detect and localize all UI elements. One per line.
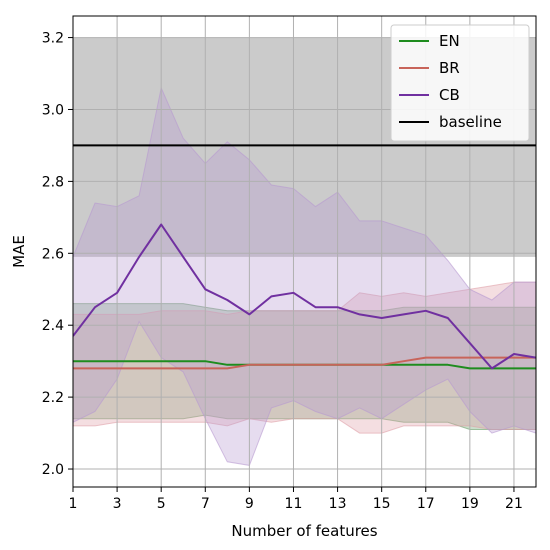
x-tick-label: 9 [245, 496, 254, 512]
band-en [73, 303, 536, 430]
legend-label-br: BR [439, 59, 460, 77]
y-axis-label: MAE [10, 235, 28, 268]
x-tick-label: 15 [373, 496, 391, 512]
y-tick-label: 2.8 [42, 174, 64, 190]
legend: EN BR CB baseline [390, 24, 530, 142]
legend-label-en: EN [439, 32, 460, 50]
x-tick-label: 21 [505, 496, 523, 512]
axis-ticks: 1 3 5 7 9 11 13 15 17 19 212.02.22.42.62.83.03.2 [42, 31, 523, 512]
series-lines [73, 144, 536, 370]
y-tick-label: 2.0 [42, 462, 64, 478]
x-tick-label: 19 [461, 496, 479, 512]
band-cb [73, 86, 536, 466]
x-tick-label: 13 [329, 496, 347, 512]
x-tick-label: 7 [201, 496, 210, 512]
x-axis-label: Number of features [231, 522, 377, 540]
x-tick-label: 5 [157, 496, 166, 512]
legend-box [390, 24, 530, 142]
y-tick-label: 2.4 [42, 318, 64, 334]
y-tick-label: 3.2 [42, 31, 64, 47]
band-br [73, 281, 536, 434]
x-tick-label: 1 [69, 496, 78, 512]
x-tick-label: 11 [285, 496, 303, 512]
x-tick-label: 17 [417, 496, 435, 512]
line-cb [73, 223, 536, 370]
plot-frame [72, 15, 537, 488]
y-tick-label: 2.2 [42, 390, 64, 406]
line-br [73, 356, 536, 370]
x-tick-label: 3 [113, 496, 122, 512]
legend-label-cb: CB [439, 86, 460, 104]
y-tick-label: 3.0 [42, 102, 64, 118]
y-tick-label: 2.6 [42, 246, 64, 262]
legend-label-baseline: baseline [439, 113, 502, 131]
